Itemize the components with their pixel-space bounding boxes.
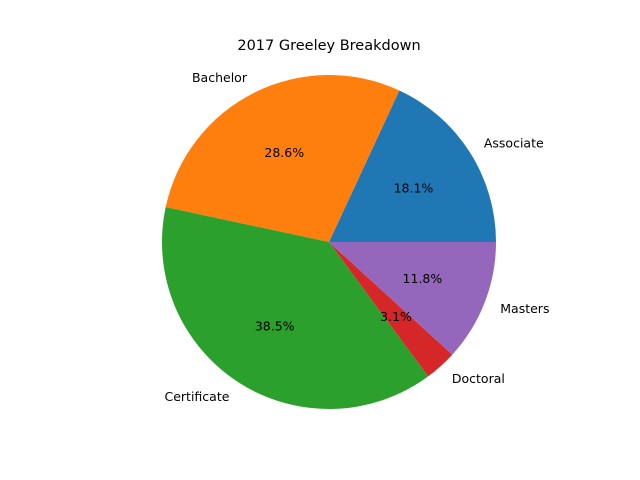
pct-label-associate: 18.1%	[394, 181, 434, 196]
pie-slice-doctoral	[329, 242, 453, 377]
pie-slices	[162, 74, 496, 409]
pie-labels: Associate 18.1% Bachelor 28.6% Certificate 38…	[165, 70, 550, 404]
pie-slice-associate	[329, 90, 496, 242]
chart-title: 2017 Greeley Breakdown	[237, 38, 420, 54]
pie-slice-masters	[329, 242, 496, 355]
pie-slice-certificate	[162, 207, 429, 409]
slice-label-bachelor: Bachelor	[192, 70, 248, 85]
pie-slice-bachelor	[165, 74, 400, 242]
slice-label-certificate: Certificate	[165, 389, 230, 404]
pct-label-masters: 11.8%	[403, 271, 443, 286]
pct-label-certificate: 38.5%	[255, 319, 295, 334]
pct-label-doctoral: 3.1%	[380, 309, 412, 324]
slice-label-associate: Associate	[484, 136, 544, 151]
slice-label-masters: Masters	[500, 301, 549, 316]
pct-label-bachelor: 28.6%	[264, 145, 304, 160]
slice-label-doctoral: Doctoral	[452, 371, 505, 386]
